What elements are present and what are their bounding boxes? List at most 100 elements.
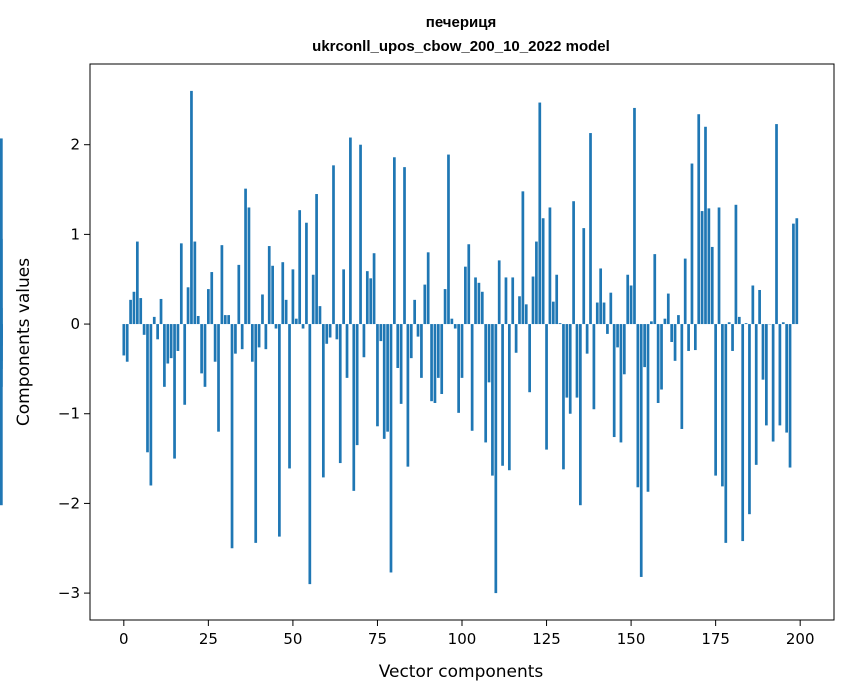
bar <box>332 165 335 325</box>
bar <box>491 324 494 476</box>
bar <box>305 222 308 325</box>
bar <box>535 241 538 325</box>
bar <box>663 318 667 325</box>
bar <box>589 133 592 325</box>
bar <box>183 324 187 405</box>
chart-title: печериця <box>426 14 496 31</box>
x-tick-label: 175 <box>701 630 730 648</box>
bar <box>690 163 694 325</box>
bar <box>365 271 369 325</box>
bar <box>345 324 349 378</box>
bar <box>494 324 498 594</box>
bar <box>518 296 521 325</box>
bar <box>765 324 768 426</box>
bar <box>450 318 454 325</box>
bar <box>741 324 745 542</box>
bar <box>234 324 237 354</box>
x-tick-label: 50 <box>283 630 302 648</box>
bar <box>267 246 271 325</box>
bar <box>609 292 613 325</box>
x-axis-ticks: 0 25 50 75 100 125 150 175 200 <box>119 620 815 648</box>
bar <box>342 269 345 325</box>
bar <box>0 138 3 325</box>
bar <box>359 144 362 325</box>
bar <box>386 324 389 432</box>
bar <box>788 324 792 468</box>
bar <box>541 218 545 325</box>
bar <box>737 316 741 325</box>
bar <box>179 243 183 325</box>
bar <box>622 324 626 375</box>
bar <box>460 324 464 378</box>
bar <box>447 154 450 325</box>
bar <box>423 284 427 325</box>
bar <box>274 324 278 329</box>
bar <box>142 324 146 335</box>
bar <box>795 218 799 325</box>
bar <box>190 90 193 325</box>
bar <box>511 277 515 325</box>
bar <box>683 258 687 325</box>
bar <box>325 324 329 344</box>
bar <box>480 291 484 325</box>
bar <box>399 324 403 404</box>
x-axis-label: Vector components <box>379 662 544 682</box>
bar <box>244 188 247 325</box>
bar <box>376 324 379 427</box>
bar <box>186 287 190 325</box>
bar <box>433 324 437 403</box>
bar <box>321 324 325 478</box>
bar <box>585 324 589 354</box>
bar <box>758 289 761 325</box>
bar <box>200 324 203 374</box>
bar <box>156 324 159 340</box>
bar <box>507 324 511 471</box>
bar <box>389 324 393 573</box>
bar <box>592 324 596 410</box>
bar <box>599 268 603 325</box>
bar <box>761 324 765 380</box>
y-tick-label: 2 <box>70 136 80 154</box>
bar <box>497 260 501 325</box>
bar <box>355 324 359 446</box>
bar <box>775 124 778 325</box>
bar <box>203 324 207 387</box>
bar <box>558 323 562 325</box>
bar <box>146 324 149 453</box>
bar <box>677 315 680 325</box>
bar <box>210 272 214 325</box>
bar <box>149 324 153 486</box>
bar <box>470 324 474 431</box>
bar <box>666 293 670 325</box>
bar <box>731 324 734 351</box>
bar <box>771 324 775 442</box>
bar <box>230 324 234 549</box>
bar <box>501 324 504 466</box>
bar <box>264 324 268 350</box>
bar <box>396 324 400 368</box>
bar <box>308 324 312 585</box>
y-axis-ticks: −3 −2 −1 0 1 2 <box>58 136 90 602</box>
bar <box>700 211 704 325</box>
bar <box>531 276 535 325</box>
x-tick-label: 25 <box>199 630 218 648</box>
bar <box>673 324 677 361</box>
bar <box>724 324 728 543</box>
bar <box>369 278 373 325</box>
bar <box>254 324 258 543</box>
bar <box>484 324 488 443</box>
bar <box>393 157 396 325</box>
bar <box>616 324 619 348</box>
bar <box>328 324 332 338</box>
bar <box>250 324 254 362</box>
bar <box>734 204 738 325</box>
bar <box>338 324 342 464</box>
bar <box>129 299 132 325</box>
bar <box>714 324 717 476</box>
x-tick-label: 125 <box>532 630 561 648</box>
bar <box>173 324 176 459</box>
bar <box>240 324 244 350</box>
bar <box>436 324 440 378</box>
x-tick-label: 100 <box>448 630 477 648</box>
bar <box>680 324 684 429</box>
